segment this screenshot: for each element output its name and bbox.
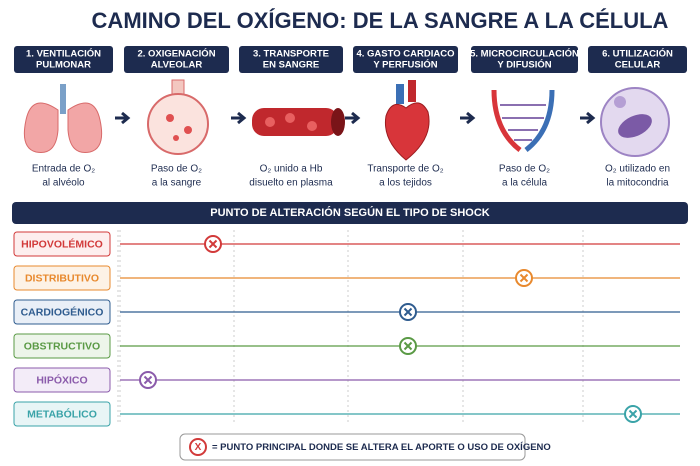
step-header: 4. GASTO CARDIACO [356, 49, 454, 60]
step-header: ALVEOLAR [151, 60, 203, 71]
shock-label: OBSTRUCTIVO [24, 340, 100, 352]
arrow [460, 111, 476, 125]
alteration-x [143, 375, 153, 385]
step-caption: a la sangre [152, 178, 202, 189]
alteration-x [208, 239, 218, 249]
shock-label-box [13, 367, 111, 393]
step-caption: Paso de O₂ [151, 164, 202, 175]
arrow [345, 111, 361, 125]
alteration-x [403, 307, 413, 317]
step-caption: Transporte de O₂ [367, 164, 443, 175]
step-header: Y DIFUSIÓN [497, 59, 551, 71]
alteration-x [519, 273, 529, 283]
step-caption: Paso de O₂ [499, 164, 550, 175]
step-caption: la mitocondria [606, 178, 669, 189]
step-header-box [588, 46, 687, 73]
title: CAMINO DEL OXÍGENO: DE LA SANGRE A LA CÉ… [92, 8, 669, 33]
banner-box [12, 202, 688, 224]
step-header-box [471, 46, 578, 73]
legend-symbol: X [195, 442, 202, 453]
shock-label-box [13, 401, 111, 427]
step-header: 2. OXIGENACIÓN [137, 48, 215, 60]
step-header: 1. VENTILACIÓN [26, 48, 101, 60]
alteration-x [403, 341, 413, 351]
step-header: 3. TRANSPORTE [253, 49, 329, 60]
legend-box [179, 433, 526, 461]
alveolus-icon [147, 79, 209, 155]
shock-label: DISTRIBUTIVO [25, 272, 99, 284]
vessel-icon [252, 108, 345, 136]
heart-icon [384, 80, 430, 161]
step-caption: Entrada de O₂ [32, 164, 95, 175]
lungs-icon [23, 84, 103, 154]
step-header: PULMONAR [36, 60, 91, 71]
shock-label: HIPOVOLÉMICO [21, 237, 103, 250]
arrow [231, 111, 247, 125]
step-caption: a la célula [502, 178, 547, 189]
step-caption: a los tejidos [379, 178, 432, 189]
step-header: 6. UTILIZACIÓN [602, 48, 673, 60]
step-caption: O₂ utilizado en [605, 164, 670, 175]
banner: PUNTO DE ALTERACIÓN SEGÚN EL TIPO DE SHO… [210, 206, 490, 219]
step-header-box [353, 46, 458, 73]
shock-label: METABÓLICO [27, 407, 97, 420]
arrow [115, 111, 131, 125]
shock-label-box [13, 333, 111, 359]
step-header-box [239, 46, 343, 73]
step-header: CELULAR [615, 60, 661, 71]
cell-icon [600, 87, 670, 157]
step-header-box [14, 46, 113, 73]
shock-label: HIPÓXICO [36, 373, 87, 386]
step-caption: al alvéolo [42, 178, 85, 189]
shock-label: CARDIOGÉNICO [21, 305, 104, 318]
legend-text: = PUNTO PRINCIPAL DONDE SE ALTERA EL APO… [212, 442, 551, 453]
shock-label-box [13, 299, 111, 325]
step-caption: O₂ unido a Hb [260, 164, 323, 175]
legend-marker [189, 438, 207, 456]
arrow [580, 111, 596, 125]
capillary-icon [491, 89, 555, 152]
shock-label-box [13, 231, 111, 257]
step-header: Y PERFUSIÓN [373, 59, 437, 71]
step-caption: disuelto en plasma [249, 178, 333, 189]
step-header: EN SANGRE [263, 60, 319, 71]
step-header-box [124, 46, 229, 73]
shock-label-box [13, 265, 111, 291]
step-header: 5. MICROCIRCULACIÓN [470, 48, 579, 60]
alteration-x [628, 409, 638, 419]
